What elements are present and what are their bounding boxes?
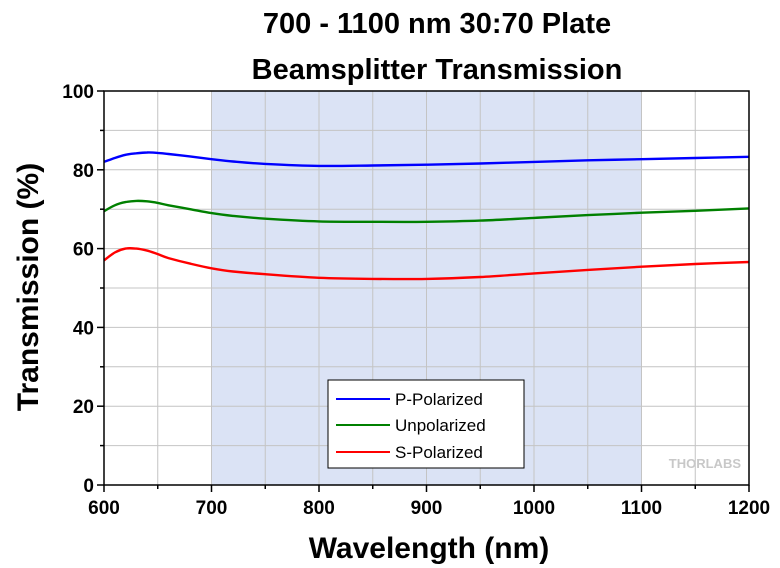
x-tick-label: 600 — [88, 498, 120, 519]
thorlabs-watermark: THORLABS — [669, 456, 742, 471]
x-tick-label: 900 — [411, 498, 443, 519]
y-tick-label: 20 — [73, 397, 94, 418]
x-tick-label: 1200 — [728, 498, 770, 519]
y-axis-title: Transmission (%) — [12, 163, 45, 411]
y-tick-label: 100 — [62, 82, 94, 103]
x-tick-label: 1100 — [621, 498, 662, 519]
legend-label-s-polarized: S-Polarized — [395, 443, 483, 462]
x-tick-label: 800 — [303, 498, 335, 519]
series-layer — [103, 151, 750, 281]
series-line-unpolarized — [103, 199, 750, 224]
y-tick-label: 80 — [73, 161, 94, 182]
tick-layer: 600 700 800 900 1000 1100 1200 0 20 40 60 80 100 — [62, 82, 770, 519]
series-line-s-polarized — [103, 247, 750, 281]
legend: P-Polarized Unpolarized S-Polarized — [327, 379, 525, 469]
y-tick-label: 0 — [83, 476, 94, 497]
legend-label-unpolarized: Unpolarized — [395, 416, 486, 435]
y-tick-label: 40 — [73, 318, 94, 339]
legend-label-p-polarized: P-Polarized — [395, 390, 483, 409]
chart-title-line1: 700 - 1100 nm 30:70 Plate — [263, 8, 611, 40]
x-tick-label: 1000 — [513, 498, 555, 519]
y-tick-label: 60 — [73, 240, 94, 261]
x-tick-label: 700 — [196, 498, 228, 519]
series-line-p-polarized — [103, 151, 750, 168]
chart-title-line2: Beamsplitter Transmission — [252, 54, 623, 86]
x-axis-title: Wavelength (nm) — [309, 532, 550, 565]
